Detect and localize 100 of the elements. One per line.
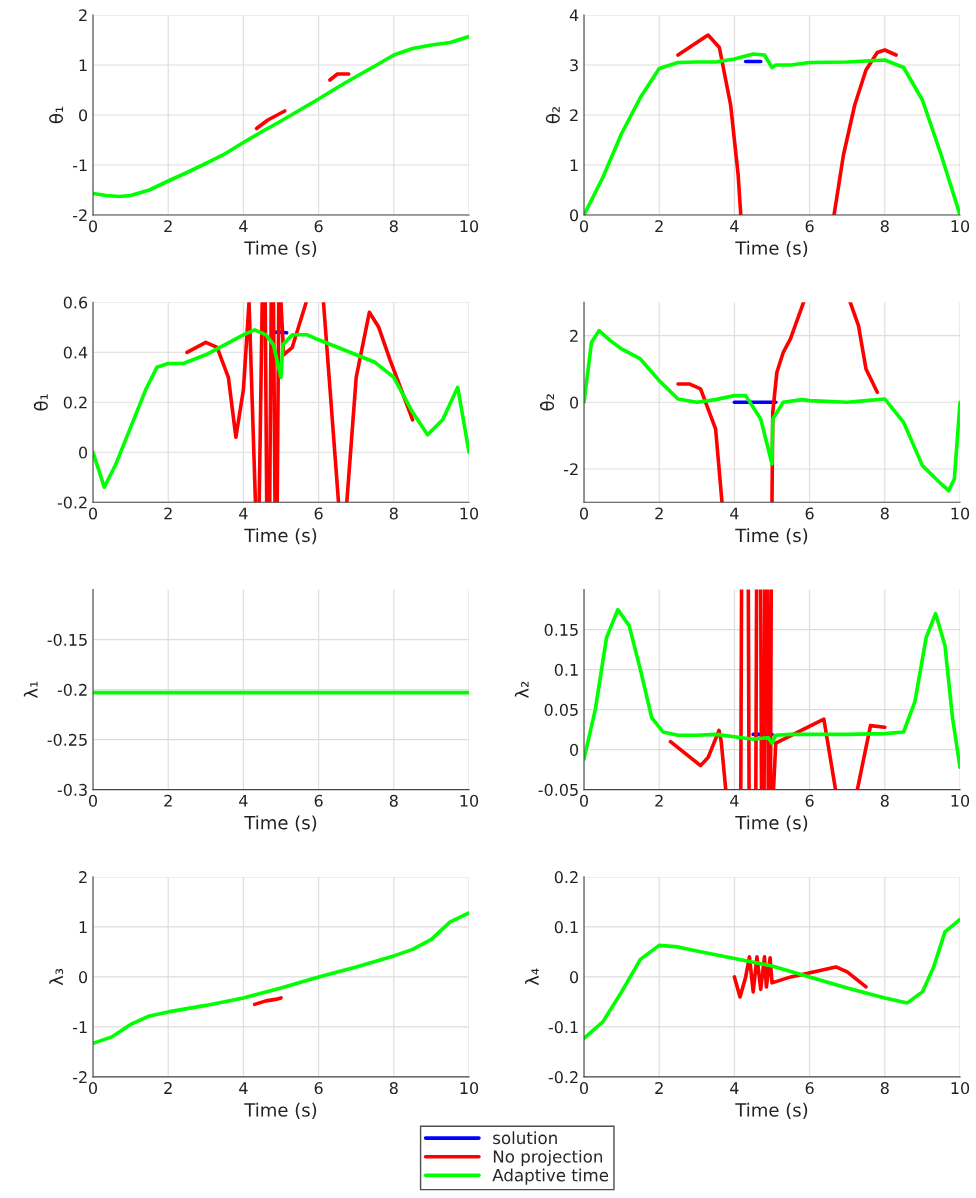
y-axis-title: θ̇₂ xyxy=(540,394,555,411)
x-tick-label: 4 xyxy=(239,794,248,807)
y-tick-label: -1 xyxy=(73,1021,87,1033)
line-series xyxy=(93,911,469,1046)
x-tick-label: 2 xyxy=(164,507,172,520)
y-tick-label: -0.1 xyxy=(548,1021,578,1034)
y-tick-label: -2 xyxy=(73,209,87,222)
x-tick-label: 4 xyxy=(239,1082,248,1094)
x-tick-label: 6 xyxy=(314,220,323,233)
line-series xyxy=(584,607,960,770)
x-tick-label: 2 xyxy=(655,1082,663,1094)
y-tick-label: 0 xyxy=(570,209,579,222)
legend-label: Adaptive time xyxy=(492,1168,609,1185)
x-tick-label: 8 xyxy=(389,794,398,807)
y-axis-title: λ₂ xyxy=(514,681,529,699)
x-tick-label: 0 xyxy=(579,1082,589,1095)
y-tick-label: 2 xyxy=(79,871,87,883)
x-tick-label: 8 xyxy=(880,794,889,807)
y-tick-label: -0.15 xyxy=(47,633,87,646)
x-tick-label: 2 xyxy=(164,220,172,232)
x-tick-label: 10 xyxy=(460,507,479,520)
x-tick-label: 4 xyxy=(239,507,248,520)
x-axis-title: Time (s) xyxy=(735,528,808,545)
x-tick-label: 8 xyxy=(389,1082,398,1095)
y-tick-label: -0.3 xyxy=(57,783,87,796)
y-tick-label: 3 xyxy=(570,59,578,72)
y-tick-label: 1 xyxy=(79,59,87,72)
x-tick-label: 2 xyxy=(655,794,663,807)
y-tick-label: 1 xyxy=(570,159,578,172)
y-tick-label: -0.2 xyxy=(57,496,87,509)
x-tick-label: 4 xyxy=(239,220,248,232)
y-axis-title: θ̇₁ xyxy=(33,394,48,411)
x-axis-title: Time (s) xyxy=(244,1102,317,1119)
line-series xyxy=(93,327,469,490)
y-tick-label: -1 xyxy=(73,159,87,172)
x-tick-label: 8 xyxy=(880,220,889,233)
y-tick-label: 2 xyxy=(570,109,578,122)
x-tick-label: 6 xyxy=(314,1082,323,1095)
x-tick-label: 8 xyxy=(389,507,398,520)
x-tick-label: 4 xyxy=(730,794,739,807)
x-axis-title: Time (s) xyxy=(244,240,317,257)
x-tick-label: 10 xyxy=(951,1082,970,1095)
x-tick-label: 0 xyxy=(579,507,589,520)
x-tick-label: 2 xyxy=(164,794,172,807)
y-tick-label: 0.05 xyxy=(544,703,578,716)
x-axis-title: Time (s) xyxy=(735,815,808,832)
x-tick-label: 8 xyxy=(880,507,889,520)
y-tick-label: 0 xyxy=(79,446,88,459)
x-tick-label: 2 xyxy=(655,507,663,520)
y-tick-label: 0 xyxy=(79,109,88,122)
x-tick-label: 10 xyxy=(460,220,479,233)
x-tick-label: 0 xyxy=(88,220,98,233)
y-axis-title: λ₁ xyxy=(23,681,38,699)
line-series xyxy=(584,917,960,1041)
x-tick-label: 2 xyxy=(164,1082,172,1094)
x-tick-label: 4 xyxy=(730,220,739,232)
x-tick-label: 6 xyxy=(805,507,814,520)
line-series xyxy=(584,328,960,493)
y-tick-label: 0.1 xyxy=(554,663,578,676)
y-tick-label: 0 xyxy=(570,971,579,984)
x-tick-label: 6 xyxy=(805,794,814,807)
x-tick-label: 0 xyxy=(88,794,98,807)
y-axis-title: θ₂ xyxy=(545,106,560,124)
x-tick-label: 6 xyxy=(314,507,323,520)
y-tick-label: 0.1 xyxy=(554,921,578,934)
y-tick-label: 0 xyxy=(79,971,88,984)
x-tick-label: 10 xyxy=(951,507,970,520)
x-axis-title: Time (s) xyxy=(735,1102,808,1119)
x-tick-label: 6 xyxy=(805,220,814,233)
line-series xyxy=(252,996,283,1007)
y-tick-label: 0.2 xyxy=(554,871,578,884)
x-tick-label: 0 xyxy=(579,220,589,233)
legend-label: No projection xyxy=(493,1149,603,1167)
y-tick-label: -0.2 xyxy=(548,1071,578,1084)
x-tick-label: 6 xyxy=(805,1082,814,1095)
y-tick-label: -2 xyxy=(564,463,578,476)
x-tick-label: 0 xyxy=(579,794,589,807)
x-tick-label: 2 xyxy=(655,220,663,232)
y-tick-label: 2 xyxy=(570,329,578,342)
y-tick-label: -2 xyxy=(73,1071,87,1083)
y-tick-label: 4 xyxy=(569,9,579,22)
x-tick-label: 10 xyxy=(951,794,970,807)
x-tick-label: 8 xyxy=(389,220,398,233)
y-tick-label: 0 xyxy=(570,396,579,409)
legend-label: solution xyxy=(493,1131,557,1145)
y-tick-label: 0 xyxy=(570,743,579,756)
line-series xyxy=(732,955,868,999)
x-tick-label: 0 xyxy=(88,1082,98,1095)
y-tick-label: 0.2 xyxy=(63,396,87,409)
x-tick-label: 10 xyxy=(951,220,970,233)
y-tick-label: 2 xyxy=(79,9,87,22)
x-axis-title: Time (s) xyxy=(244,528,317,545)
y-axis-title: λ₃ xyxy=(49,968,64,986)
y-axis-title: λ₄ xyxy=(524,968,539,986)
x-axis-title: Time (s) xyxy=(244,815,317,832)
y-tick-label: -0.05 xyxy=(538,783,578,796)
x-tick-label: 8 xyxy=(880,1082,889,1095)
y-tick-label: 1 xyxy=(79,921,87,933)
x-tick-label: 10 xyxy=(460,794,479,807)
x-tick-label: 10 xyxy=(460,1082,479,1095)
